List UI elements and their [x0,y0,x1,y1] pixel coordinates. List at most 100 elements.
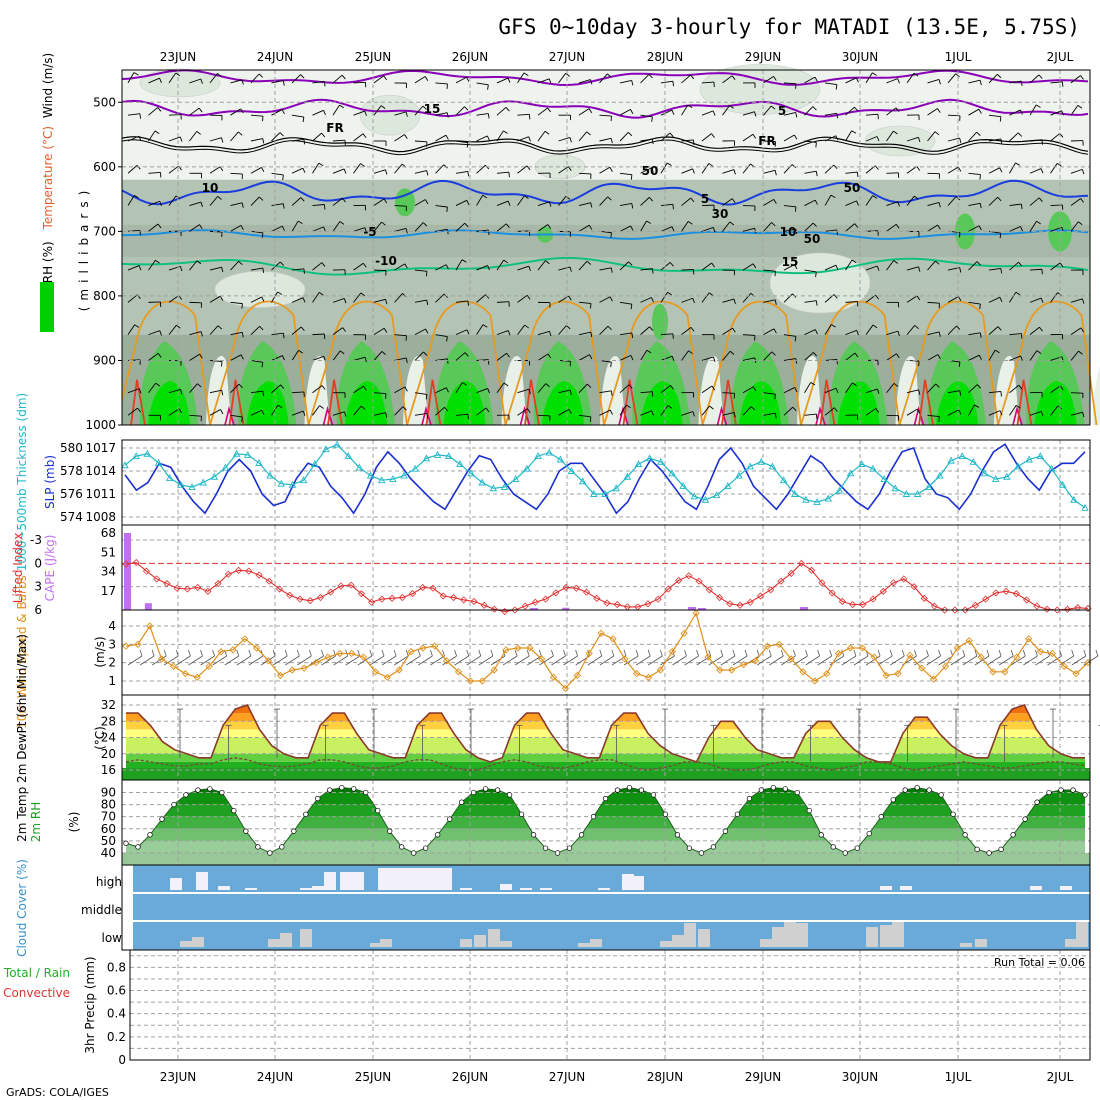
wind-barb [722,221,731,232]
wind-barb-flag [609,296,613,302]
wind-barb [332,221,341,232]
wind-barb [537,353,549,361]
li-point [726,600,734,608]
wind-barb-flag [241,79,244,85]
wind-barb-flag [133,72,139,76]
wind-barb-flag [938,416,940,422]
thickness-point [980,469,989,477]
wind-barb-flag [300,197,305,202]
li-point [357,590,365,598]
wind-barb [947,409,959,416]
wind-barb-flag [916,408,921,414]
wind-barb [435,264,447,271]
wind-barb [168,165,179,174]
top-date-29JUN: 29JUN [745,50,782,64]
contour-label-8: 15 [424,102,441,116]
wind-barb-flag [815,142,817,148]
wind-barb [127,265,140,271]
wind-barb-flag [794,206,797,212]
wind-barb-flag [651,116,653,122]
wind-barb-flag [733,412,736,418]
rh-point [722,828,729,834]
li-point [306,597,314,605]
wind-barb [230,331,243,336]
wind-speed-point [787,655,795,663]
slp-label: SLP (mb) [43,455,57,509]
rh-point [794,789,800,796]
li-frame [121,524,1091,611]
wind-barb-flag [157,353,162,358]
cloud-high-bar-15 [622,874,634,890]
surface-barb [720,655,736,666]
wind-barb [1009,355,1021,361]
wind-barb [250,196,260,206]
surface-barb [151,655,167,666]
wind-barb [927,108,938,116]
wind-barb-flag [180,389,183,395]
wind-barb [865,72,873,84]
thickness-point [1014,462,1022,470]
thickness-point [924,483,933,491]
thickness-point [802,495,810,503]
wind-barb-flag [815,271,817,277]
precip-total-label: Total / Rain [3,966,70,980]
wind-barb [353,405,362,416]
surface-barb [877,655,893,666]
surface-barb [1071,655,1087,666]
wind-barb [414,199,426,206]
run-total: Run Total = 0.06 [994,956,1085,969]
wind-barb [968,172,981,175]
rh-patch-1 [359,94,421,136]
wind-barb [209,409,221,416]
wind-speed-point [573,671,581,680]
wind-barb-flag [708,292,714,297]
wind-barb-flag [464,222,469,228]
wind-barb [312,204,325,206]
profile-ytick-600: 600 [93,160,116,174]
wind-barb [476,294,486,303]
wind-barb [988,114,1001,118]
wind-barb-flag [876,265,880,271]
thickness-point [400,471,408,479]
wind-barb [906,295,918,303]
wind-barb [312,292,320,303]
rh-point [686,845,693,851]
li-point [245,567,253,575]
surface-barb-flag [696,649,699,657]
wind-barb-flag [404,386,408,392]
wind-barb-flag [914,325,919,330]
wind-barb-flag [280,384,285,389]
thickness-point [1036,452,1045,459]
surface-barb [406,655,421,666]
wind-barb [968,225,980,232]
rh-ytick-60: 60 [101,822,116,836]
wind-barb [209,295,221,303]
rh-point [854,845,860,851]
wind-barb-flag [851,130,857,134]
cloud-high-bar-1 [196,872,208,890]
wind-barb [250,167,262,174]
footer-credit: GrADS: COLA/IGES [6,1086,109,1099]
wind-barb-flag [999,410,1003,416]
wind-barb-flag [795,112,798,118]
li-point [746,598,754,606]
wind-barb [435,205,448,208]
wind-barb-flag [548,201,552,207]
wind-barb [640,268,653,271]
wind-barb-flag [771,222,776,227]
wind-speed-point [989,668,997,676]
rh-point [1022,816,1028,822]
wind-barb [619,354,632,361]
wind-barb-flag [875,408,880,413]
surface-barb-flag [212,649,215,657]
wind-speed-point [1072,670,1080,678]
wind-barb-flag [669,132,674,137]
surface-barb-flag [478,649,482,657]
wind-barb-flag [830,194,836,199]
cape-ytick-17: 17 [101,584,116,598]
li-line [125,562,1089,613]
temp-contour-25-3 [425,379,442,426]
top-date-24JUN: 24JUN [257,50,294,64]
wind-barb-flag [956,325,961,330]
surface-barb [684,655,699,666]
